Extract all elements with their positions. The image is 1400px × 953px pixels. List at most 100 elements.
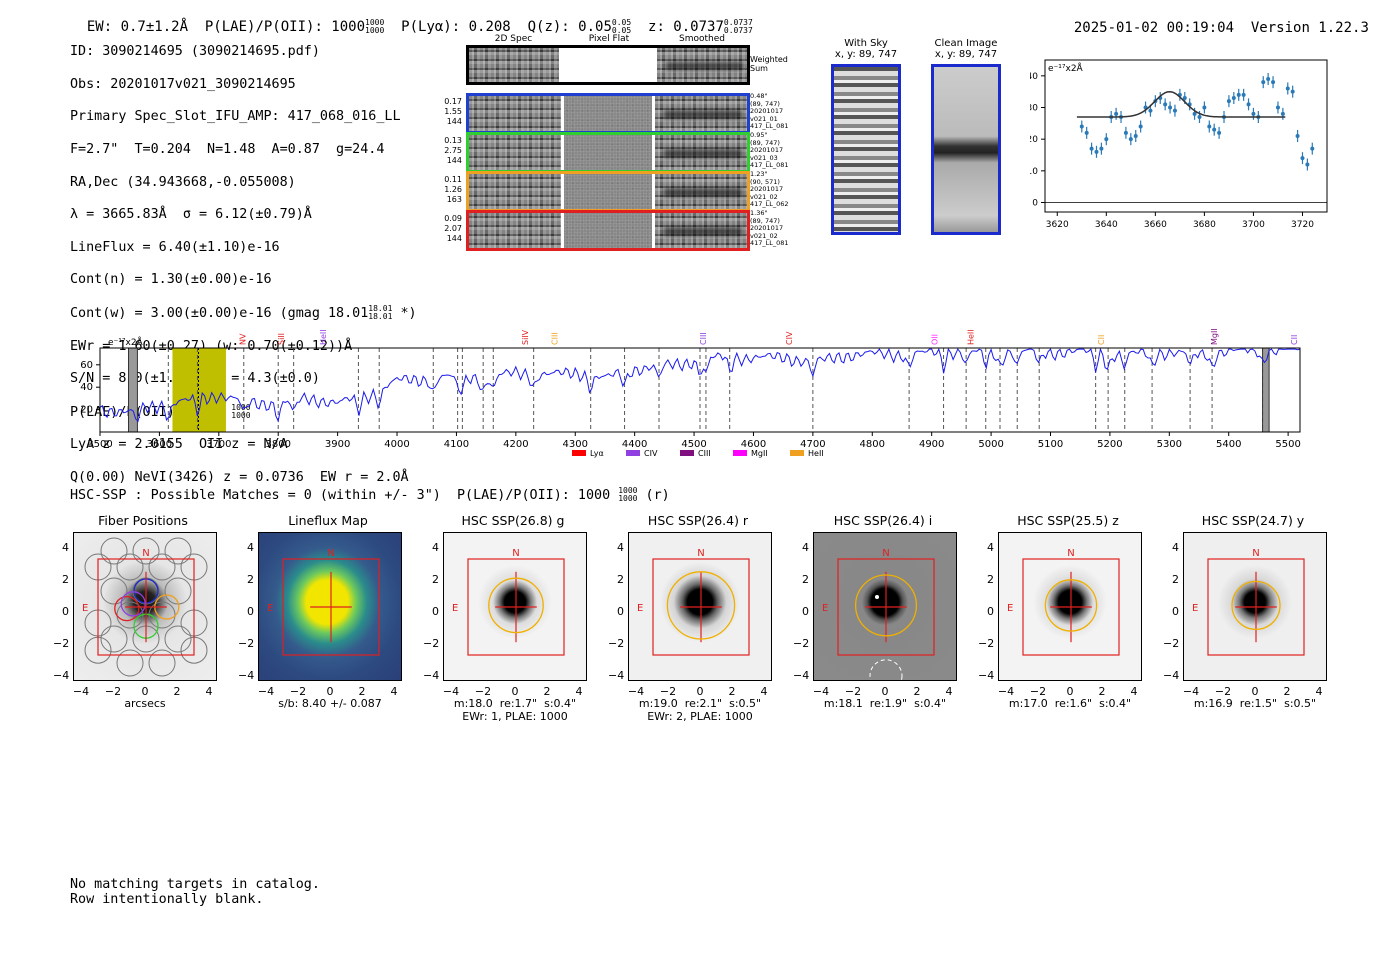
hsc-xtick-label: −2 (474, 685, 492, 698)
zoom-point (1128, 137, 1133, 142)
hsc-panel-title: HSC SSP(26.8) g (461, 513, 565, 528)
hsc-xtick-label: −2 (104, 685, 122, 698)
zoom-point (1251, 111, 1256, 116)
zoom-point (1084, 130, 1089, 135)
hsc-ytick-label: 0 (802, 605, 809, 618)
spectrum-line-label: CIII (699, 332, 708, 345)
hsc-xtick-label: 2 (913, 685, 921, 698)
cutout-row-meta: 0.95" (89, 747) 20201017 v021_03 417_LL_… (750, 131, 789, 169)
fiber-highlight (114, 595, 140, 622)
hsc-xtick-label: −4 (442, 685, 460, 698)
cutout-pixelflat (564, 135, 652, 170)
zoom-ytick-label: 40 (1030, 72, 1038, 82)
weighted-spec-image (469, 48, 559, 82)
zoom-point (1280, 111, 1285, 116)
zoom-point (1104, 137, 1109, 142)
spectrum-xtick-label: 3500 (87, 439, 112, 450)
hsc-panel-caption: s/b: 8.40 +/- 0.087 (278, 697, 382, 710)
aperture-box (97, 558, 195, 656)
hsc-xtick-label: 4 (205, 685, 213, 698)
cutout-smoothed (655, 96, 747, 131)
north-label: N (142, 548, 149, 559)
info-q: Q(0.00) NeVI(3426) z = 0.0736 EW r = 2.0… (70, 470, 409, 486)
hsc-xtick-label: 4 (390, 685, 398, 698)
zoom-point (1168, 105, 1173, 110)
cutout-row-frame (466, 171, 750, 212)
fiber-circle (164, 577, 192, 605)
east-label: E (452, 603, 458, 614)
hsc-ytick-label: −4 (238, 669, 255, 682)
fiber-highlight (120, 591, 146, 617)
fiber-circle (148, 553, 176, 581)
legend-swatch (790, 450, 804, 456)
spectrum-line-label: CIV (785, 331, 794, 345)
hsc-xtick-label: −2 (844, 685, 862, 698)
hsc-xtick-label: 0 (511, 685, 519, 698)
clean-header: Clean Image x, y: 89, 747 (922, 38, 1010, 60)
footer-line2: Row intentionally blank. (70, 892, 264, 907)
weighted-sum-frame (466, 45, 750, 85)
zoom-ytick-label: 20 (1030, 135, 1038, 145)
hsc-panel-title: Lineflux Map (288, 513, 368, 528)
spectrum-xtick-label: 4900 (919, 439, 944, 450)
hsc-xtick-label: −4 (1182, 685, 1200, 698)
zoom-point (1285, 86, 1290, 91)
hsc-ytick-label: −4 (608, 669, 625, 682)
hsc-panel-caption2: EWr: 1, PLAE: 1000 (462, 710, 568, 723)
info-lineflux: LineFlux = 6.40(±1.10)e-16 (70, 239, 280, 255)
legend-label: CIII (698, 449, 711, 458)
hsc-ytick-label: −4 (423, 669, 440, 682)
hsc-ytick-label: 2 (1172, 573, 1179, 586)
spectrum-line (99, 347, 1301, 423)
ellipse-ring (488, 577, 544, 634)
zoom-point (1275, 105, 1280, 110)
hsc-ytick-label: 0 (432, 605, 439, 618)
hsc-ytick-label: −4 (1163, 669, 1180, 682)
hsc-panel-title: HSC SSP(26.4) i (833, 513, 933, 528)
hsc-ytick-label: −4 (978, 669, 995, 682)
header-summary: EW: 0.7±1.2Å P(LAE)/P(OII): 1000 1000 1000… (86, 18, 753, 36)
north-label: N (327, 548, 334, 559)
hsc-ytick-label: 2 (62, 573, 69, 586)
east-label: E (822, 603, 828, 614)
spectrum-line-label: CIII (550, 332, 559, 345)
hsc-xtick-label: 4 (945, 685, 953, 698)
zoom-point (1197, 115, 1202, 119)
aperture-box (1022, 558, 1120, 656)
east-label: E (82, 603, 88, 614)
with-sky-header: With Sky x, y: 89, 747 (822, 38, 910, 60)
info-lambda: λ = 3665.83Å σ = 6.12(±0.79)Å (70, 207, 312, 223)
hsc-xtick-label: 0 (1066, 685, 1074, 698)
spectrum-xtick-label: 5300 (1157, 439, 1182, 450)
with-sky-xy: x, y: 89, 747 (834, 49, 898, 60)
zoom-xtick-label: 3680 (1193, 220, 1216, 230)
header-right: 2025-01-02 00:19:04 Version 1.22.3 (1057, 4, 1369, 36)
hsc-summary: HSC-SSP : Possible Matches = 0 (within +… (70, 486, 670, 504)
zoom-point (1114, 111, 1119, 116)
header-ew: EW: 0.7±1.2Å (86, 19, 189, 35)
info-params: F=2.7" T=0.204 N=1.48 A=0.87 g=24.4 (70, 142, 385, 158)
hsc-xtick-label: 0 (326, 685, 334, 698)
hsc-xtick-label: −4 (627, 685, 645, 698)
legend-label: MgII (751, 449, 768, 458)
east-label: E (267, 603, 273, 614)
spectrum-ytick-label: 60 (80, 360, 93, 371)
cutout-row-frame (466, 93, 750, 134)
dashed-circle (869, 659, 903, 680)
zoom-point (1182, 96, 1187, 100)
with-sky-image (831, 64, 901, 235)
info-radec: RA,Dec (34.943668,-0.055008) (70, 174, 296, 190)
weighted-smoothed-image (657, 48, 747, 82)
hsc-ytick-label: −2 (608, 637, 625, 650)
footer-line1: No matching targets in catalog. (70, 877, 320, 892)
spectrum-xtick-label: 4300 (563, 439, 588, 450)
hsc-ytick-label: 4 (802, 541, 809, 554)
hsc-xtick-label: 2 (173, 685, 181, 698)
hsc-ytick-label: 0 (1172, 605, 1179, 618)
zoom-point (1236, 92, 1241, 97)
fiber-circle (100, 537, 128, 565)
east-label: E (637, 603, 643, 614)
hsc-ytick-label: 0 (62, 605, 69, 618)
